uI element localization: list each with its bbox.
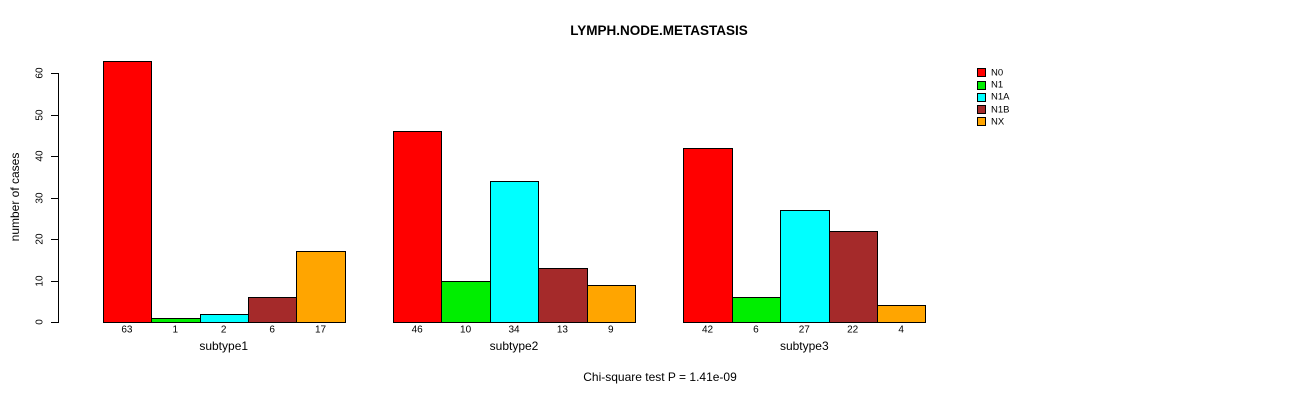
y-tick-label: 10	[34, 274, 46, 287]
bar-value-label: 42	[701, 324, 714, 336]
bar-value-label: 13	[556, 324, 568, 336]
bar-subtype2-NX	[587, 284, 636, 323]
legend-swatch-NX	[977, 117, 986, 127]
y-tick-mark	[51, 280, 58, 282]
y-tick-mark	[51, 156, 58, 157]
legend-swatch-N1B	[977, 105, 986, 115]
y-tick-label: 50	[34, 108, 46, 121]
x-axis-group-label: subtype1	[199, 339, 249, 353]
y-axis-label: number of cases	[8, 152, 22, 242]
y-tick-label: 30	[34, 191, 46, 204]
bar-subtype1-N0	[103, 60, 152, 323]
y-tick-mark	[51, 239, 58, 240]
bar-subtype3-N1B	[829, 230, 878, 323]
bar-subtype3-N1	[732, 297, 781, 323]
bar-value-label: 22	[847, 324, 859, 336]
legend-swatch-N1	[977, 80, 986, 90]
legend-label-N1A: N1A	[991, 91, 1010, 103]
y-tick-label: 40	[34, 150, 46, 162]
y-tick-mark	[51, 197, 58, 199]
y-tick-mark	[51, 114, 58, 116]
bar-value-label: 1	[172, 324, 179, 336]
bar-value-label: 6	[269, 324, 275, 336]
y-tick-mark	[51, 322, 58, 323]
bar-value-label: 27	[798, 324, 810, 336]
bar-value-label: 34	[508, 324, 520, 336]
bar-subtype1-N1A	[200, 313, 249, 323]
bar-value-label: 17	[314, 324, 327, 336]
x-axis-group-label: subtype2	[489, 339, 539, 353]
bar-value-label: 46	[411, 324, 423, 336]
legend-label-N0: N0	[991, 67, 1004, 79]
legend-label-N1B: N1B	[991, 104, 1010, 116]
y-tick-mark	[51, 73, 58, 74]
bar-value-label: 10	[460, 324, 472, 336]
legend-swatch-N1A	[977, 92, 986, 102]
bar-subtype2-N1	[441, 280, 491, 323]
y-tick-label: 60	[34, 67, 46, 79]
bar-value-label: 4	[898, 324, 904, 336]
legend-label-NX: NX	[991, 116, 1005, 128]
bar-subtype3-N1A	[780, 209, 830, 323]
bar-value-label: 6	[753, 324, 759, 336]
x-axis-group-label: subtype3	[779, 339, 829, 353]
bar-subtype1-NX	[296, 251, 346, 323]
chi-square-annotation: Chi-square test P = 1.41e-09	[583, 370, 737, 384]
bar-value-label: 9	[608, 324, 614, 336]
bar-subtype3-N0	[683, 147, 733, 323]
bar-subtype3-NX	[877, 305, 926, 323]
y-tick-label: 0	[34, 319, 46, 325]
bar-value-label: 2	[220, 324, 227, 336]
bar-subtype1-N1B	[248, 297, 297, 323]
legend-label-N1: N1	[991, 79, 1004, 91]
bar-subtype1-N1	[151, 317, 201, 323]
chart-title: LYMPH.NODE.METASTASIS	[570, 23, 748, 38]
bar-subtype2-N1A	[490, 180, 539, 323]
bar-value-label: 63	[121, 324, 133, 336]
legend-swatch-N0	[977, 68, 986, 78]
bar-subtype2-N0	[393, 131, 442, 323]
y-axis-line	[58, 73, 59, 323]
y-tick-label: 20	[34, 233, 46, 245]
bar-subtype2-N1B	[538, 268, 588, 323]
